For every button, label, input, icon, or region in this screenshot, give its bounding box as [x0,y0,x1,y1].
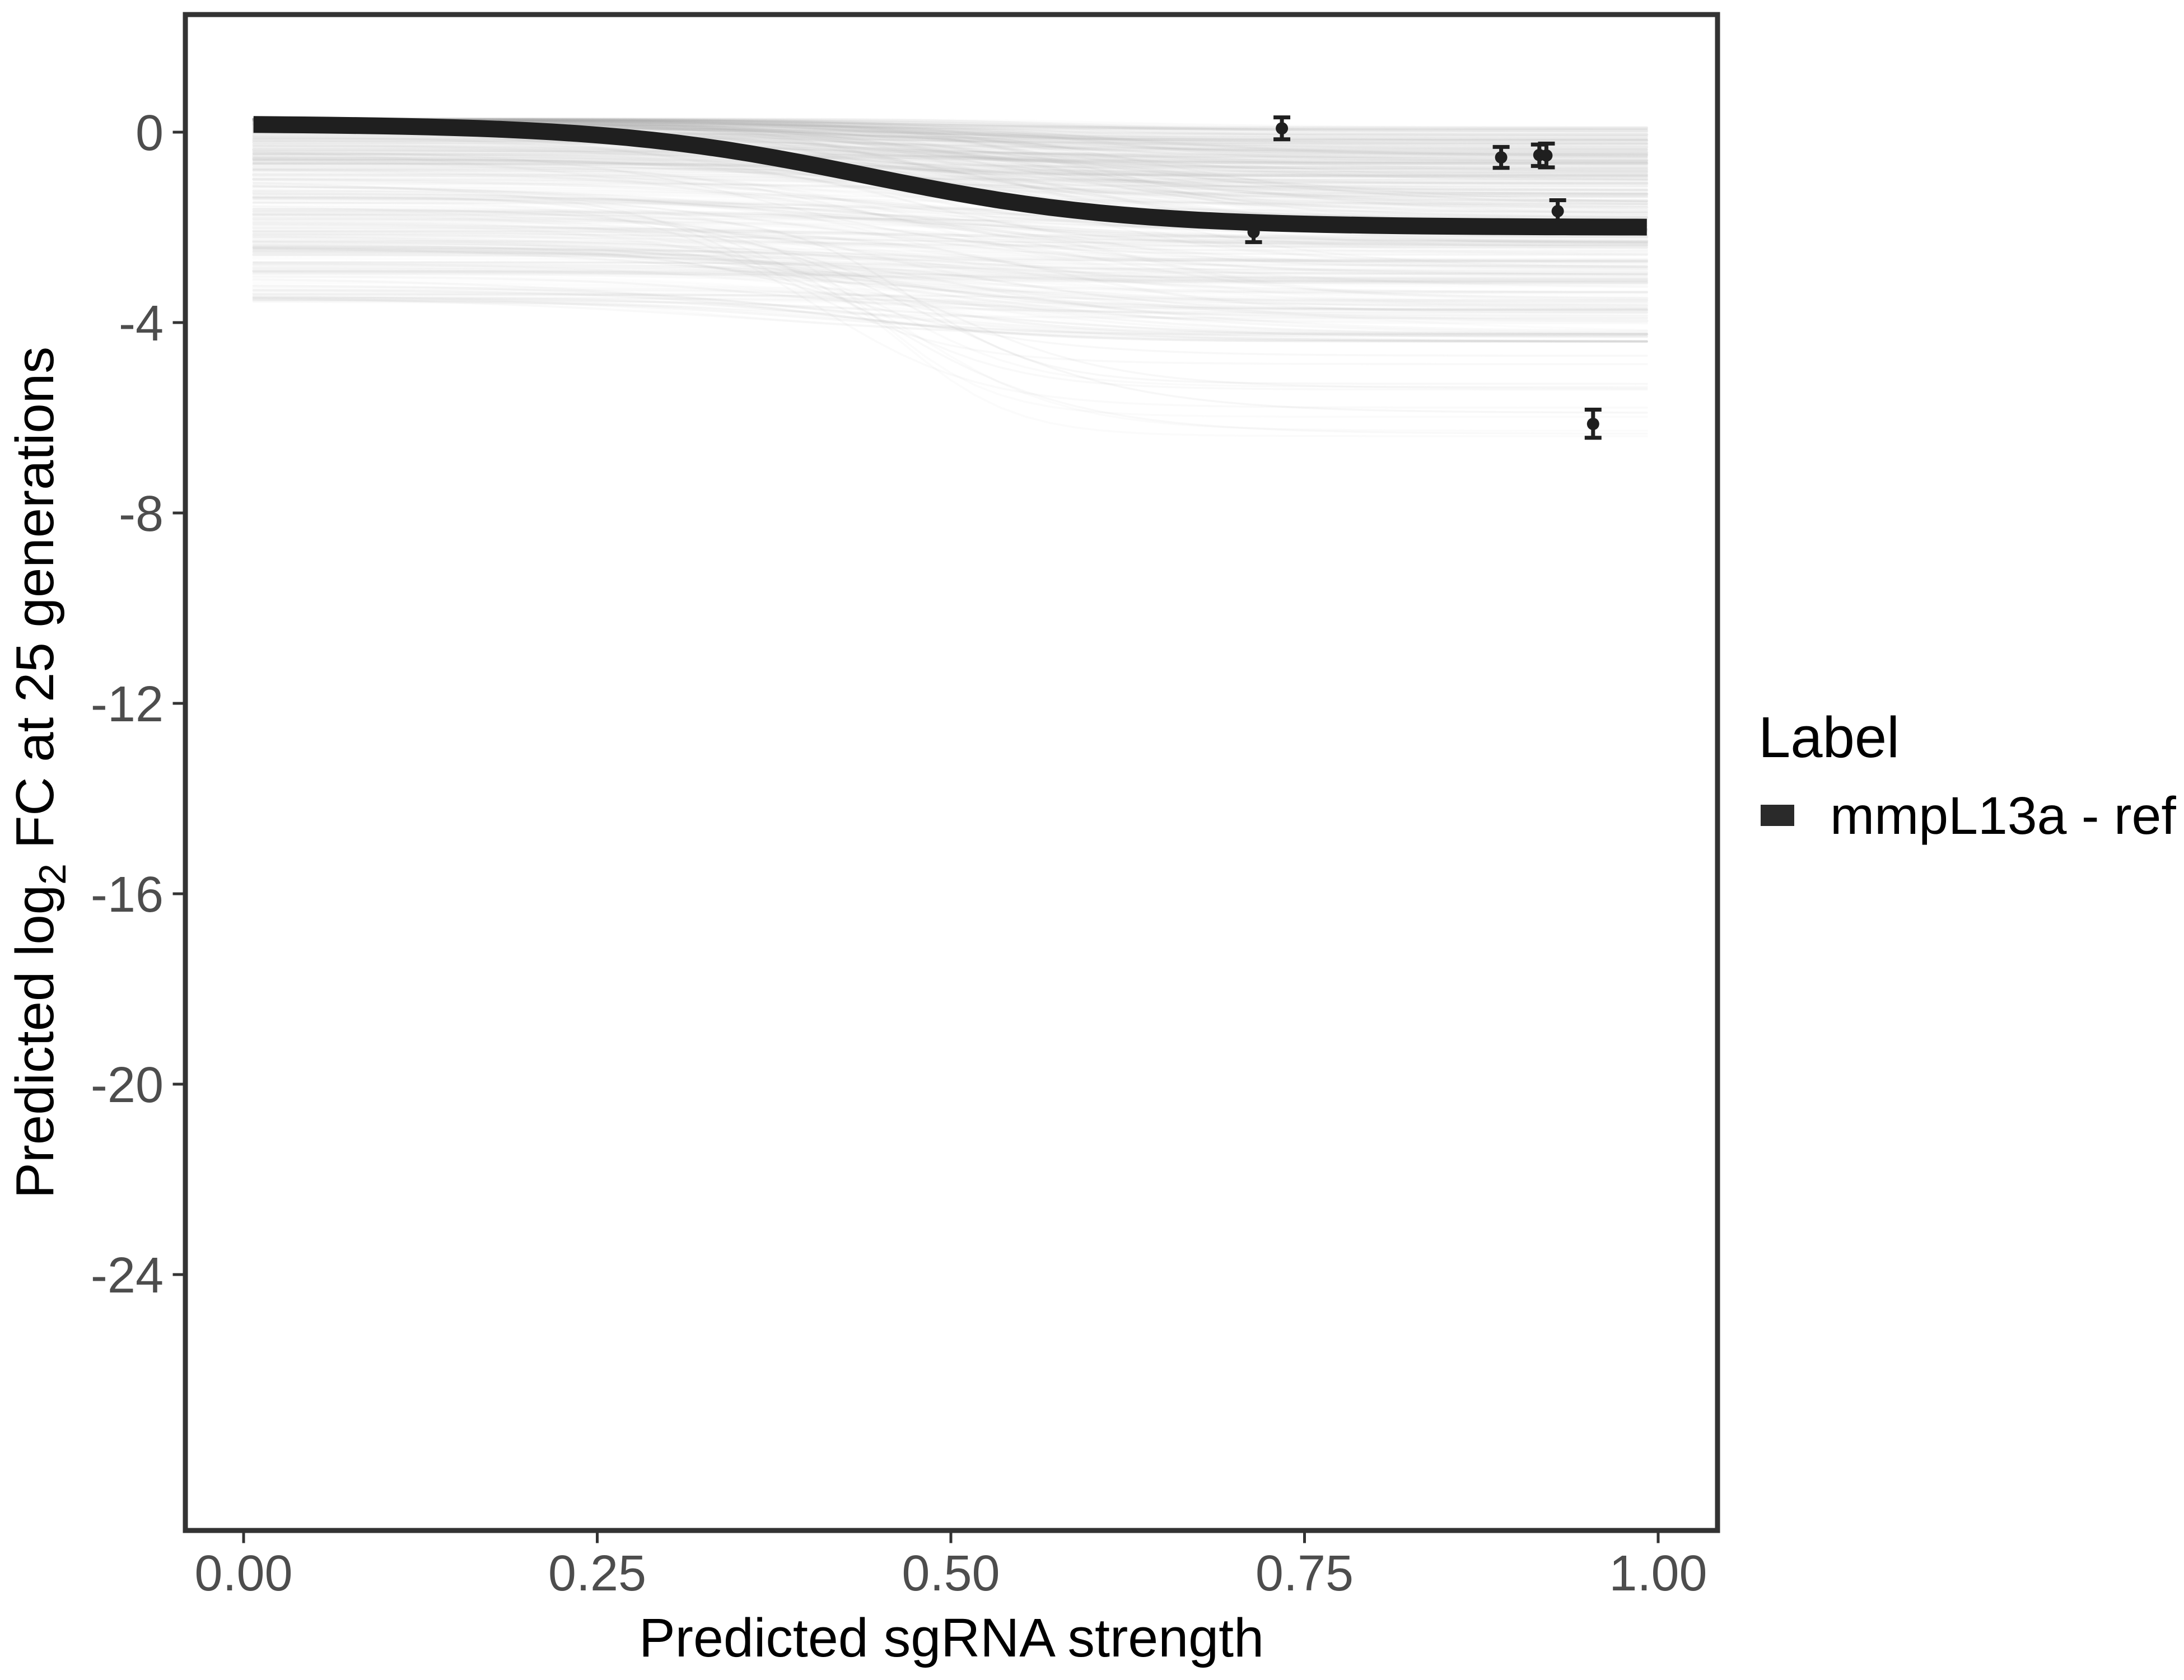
y-tick-label: -4 [119,296,164,352]
y-tick-label: -20 [91,1057,164,1113]
x-tick-label: 0.50 [902,1546,1000,1602]
pointrange [1273,115,1291,142]
y-axis-title: Predicted log2 FC at 25 generations [5,347,74,1198]
plot-panel-border [183,12,1720,1533]
legend-title: Label [1758,705,1900,769]
ensemble-curves [251,117,1649,437]
axis-ticks [172,130,1660,1543]
reference-curve-line [253,116,1647,236]
y-tick-label: -8 [119,486,164,542]
x-tick-label: 1.00 [1609,1546,1707,1602]
y-axis-title-subscript: 2 [31,864,74,885]
pointrange [1584,408,1602,440]
legend-entry-label: mmpL13a - ref [1830,786,2176,846]
axis-tick-labels: 0.00 0.25 0.50 0.75 1.00 0 -4 -8 -12 -16 -20 -24 [91,105,1707,1602]
legend: Label mmpL13a - ref [1758,705,2176,846]
y-tick-label: 0 [136,105,164,161]
pointrange-markers [1245,115,1602,440]
y-tick-label: -24 [91,1248,164,1304]
y-tick-label: -16 [91,867,164,923]
x-tick-label: 0.00 [194,1546,292,1602]
x-axis-title: Predicted sgRNA strength [639,1607,1264,1668]
pointrange [1538,141,1555,170]
y-tick-label: -12 [91,676,164,732]
y-axis-title-suffix: FC at 25 generations [5,347,65,864]
x-tick-label: 0.75 [1256,1546,1354,1602]
pointrange [1492,144,1510,170]
x-tick-label: 0.25 [548,1546,646,1602]
y-axis-title-prefix: Predicted log [5,885,65,1198]
legend-key-swatch [1761,805,1794,826]
